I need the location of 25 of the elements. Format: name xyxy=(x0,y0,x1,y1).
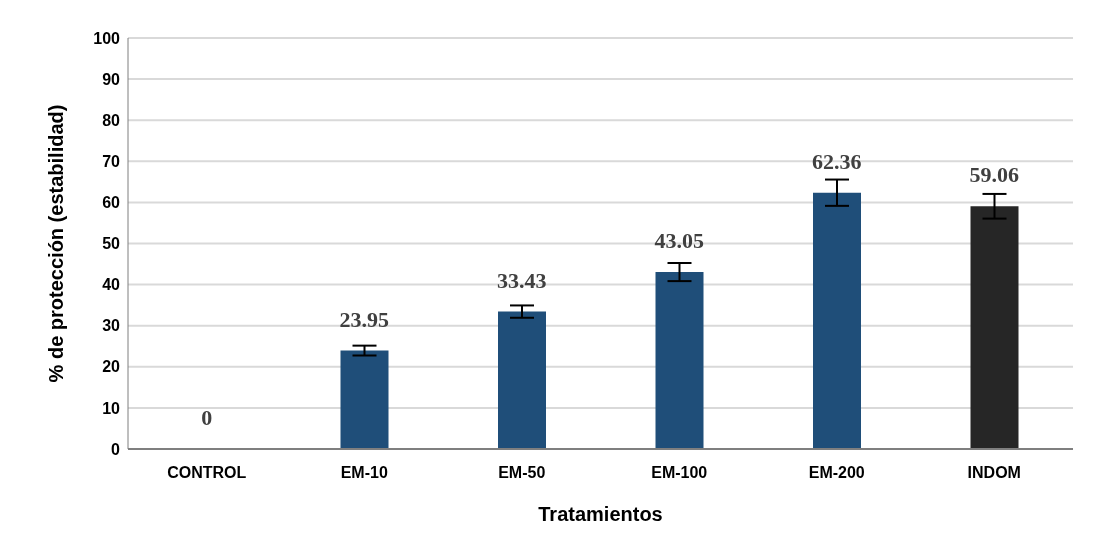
x-tick-label: EM-50 xyxy=(498,464,546,482)
x-tick-label: CONTROL xyxy=(167,464,247,482)
x-tick-label: EM-100 xyxy=(651,464,708,482)
y-tick-label: 40 xyxy=(102,276,121,294)
y-tick-label: 0 xyxy=(111,440,121,458)
y-tick-label: 20 xyxy=(102,358,121,376)
data-label: 0 xyxy=(201,405,213,430)
y-tick-label: 80 xyxy=(102,111,121,129)
y-tick-label: 90 xyxy=(102,70,121,88)
y-tick-label: 60 xyxy=(102,194,121,212)
y-tick-label: 10 xyxy=(102,399,121,417)
data-label: 23.95 xyxy=(339,306,389,332)
data-label: 62.36 xyxy=(812,148,862,174)
y-tick-label: 100 xyxy=(93,29,121,47)
data-label: 43.05 xyxy=(654,228,704,254)
x-tick-label: EM-200 xyxy=(808,464,865,482)
x-tick-label: INDOM xyxy=(967,464,1021,482)
data-label: 59.06 xyxy=(969,162,1019,188)
data-label: 33.43 xyxy=(497,267,547,293)
x-axis-title: Tratamientos xyxy=(538,503,663,525)
x-tick-label: EM-10 xyxy=(340,464,388,482)
y-tick-label: 50 xyxy=(102,235,121,253)
y-tick-label: 30 xyxy=(102,317,121,335)
y-tick-label: 70 xyxy=(102,152,121,170)
y-axis-title: % de protección (estabilidad) xyxy=(45,104,68,383)
